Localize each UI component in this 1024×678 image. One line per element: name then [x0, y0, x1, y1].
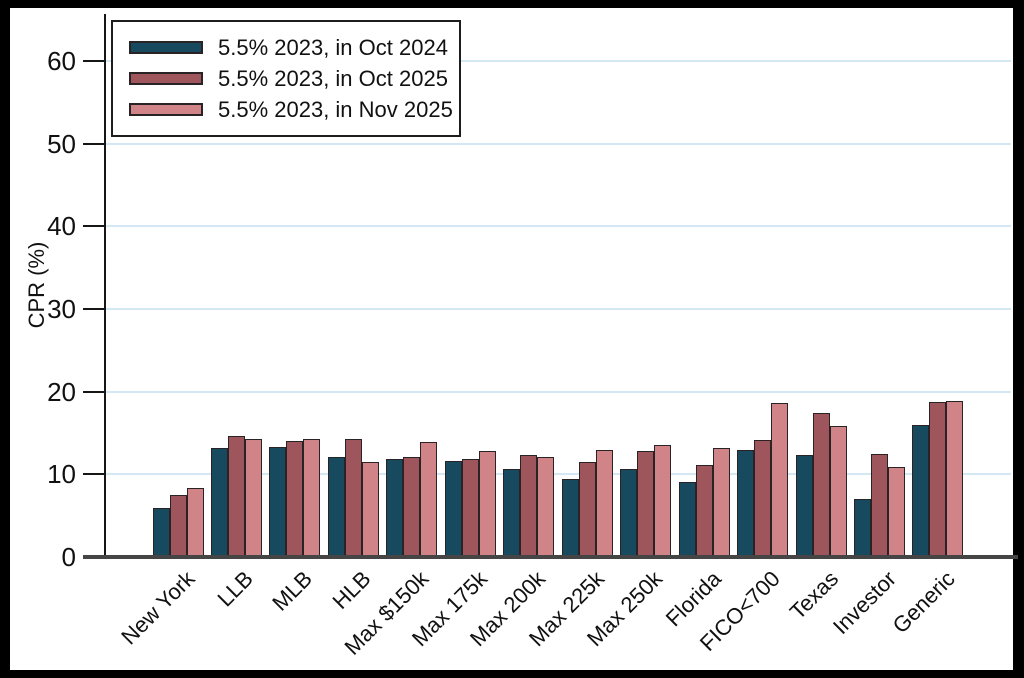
bar-hlb-series1: [327, 456, 345, 557]
bar-texas-series3: [829, 425, 847, 557]
gridline-60: [105, 59, 1011, 62]
chart-panel: CPR (%) 5.5% 2023, in Oct 2024 5.5% 2023…: [10, 8, 1018, 670]
y-tick-label-50: 50: [47, 128, 76, 159]
legend-item-oct-2025: 5.5% 2023, in Oct 2025: [129, 63, 449, 94]
legend-swatch-oct-2024: [129, 41, 203, 54]
y-tick-40: [83, 225, 105, 228]
gridline-50: [105, 142, 1011, 145]
bar-generic-series1: [912, 424, 930, 557]
bar-investor-series3: [888, 466, 906, 557]
bar-fico-700-series1: [737, 450, 755, 557]
bar-llb-series3: [244, 438, 262, 557]
bar-max-200k-series3: [537, 456, 555, 557]
legend-item-oct-2024: 5.5% 2023, in Oct 2024: [129, 32, 449, 63]
y-tick-30: [83, 307, 105, 310]
y-tick-label-20: 20: [47, 376, 76, 407]
x-axis-line: [83, 555, 1018, 559]
y-tick-60: [83, 59, 105, 62]
legend-label-nov-2025: 5.5% 2023, in Nov 2025: [218, 96, 453, 122]
y-tick-label-30: 30: [47, 293, 76, 324]
x-tick-label-mlb: MLB: [266, 566, 317, 616]
legend-label-oct-2024: 5.5% 2023, in Oct 2024: [218, 34, 448, 60]
gridline-20: [105, 390, 1011, 393]
bar-llb-series1: [210, 447, 228, 557]
legend: 5.5% 2023, in Oct 2024 5.5% 2023, in Oct…: [111, 20, 461, 137]
bar-florida-series3: [712, 447, 730, 557]
bar-mlb-series3: [303, 438, 321, 557]
bar-investor-series1: [854, 499, 872, 557]
y-tick-label-0: 0: [61, 542, 76, 572]
bar-generic-series3: [946, 400, 964, 557]
bar-max-175k-series3: [478, 451, 496, 557]
x-tick-label-generic: Generic: [887, 566, 960, 639]
legend-label-oct-2025: 5.5% 2023, in Oct 2025: [218, 65, 448, 91]
bar-new-york-series2: [169, 494, 187, 557]
bar-fico-700-series3: [771, 403, 789, 557]
bar-mlb-series2: [286, 441, 304, 557]
y-tick-label-10: 10: [47, 459, 76, 490]
x-tick-label-hlb: HLB: [327, 566, 376, 614]
bar-max-150k-series3: [420, 442, 438, 557]
plot-area: CPR (%) 5.5% 2023, in Oct 2024 5.5% 2023…: [10, 8, 1018, 670]
bar-llb-series2: [227, 436, 245, 557]
bar-hlb-series3: [361, 461, 379, 557]
bar-generic-series2: [929, 402, 947, 557]
bar-max-250k-series1: [620, 469, 638, 557]
bar-max-150k-series1: [386, 458, 404, 557]
bar-max-200k-series2: [520, 455, 538, 557]
gridline-40: [105, 225, 1011, 228]
legend-swatch-oct-2025: [129, 72, 203, 85]
legend-item-nov-2025: 5.5% 2023, in Nov 2025: [129, 94, 453, 125]
bar-investor-series2: [871, 453, 889, 557]
bar-max-175k-series2: [461, 458, 479, 557]
y-tick-50: [83, 142, 105, 145]
bar-max-175k-series1: [444, 461, 462, 557]
bar-max-225k-series3: [595, 450, 613, 557]
bar-new-york-series1: [152, 508, 170, 557]
legend-swatch-nov-2025: [129, 103, 203, 116]
bar-new-york-series3: [186, 488, 204, 557]
y-tick-label-60: 60: [47, 45, 76, 76]
bar-hlb-series2: [344, 438, 362, 557]
bar-florida-series2: [695, 465, 713, 557]
bar-max-225k-series1: [561, 479, 579, 557]
gridline-30: [105, 307, 1011, 310]
x-tick-label-investor: Investor: [828, 566, 902, 640]
bar-fico-700-series2: [754, 440, 772, 557]
gridline-10: [105, 473, 1011, 476]
x-tick-label-llb: LLB: [212, 566, 259, 612]
y-tick-10: [83, 473, 105, 476]
y-axis-line: [104, 14, 106, 559]
bar-max-250k-series3: [654, 445, 672, 557]
bar-max-150k-series2: [403, 456, 421, 557]
bar-texas-series1: [795, 455, 813, 557]
y-tick-label-40: 40: [47, 211, 76, 242]
bar-max-200k-series1: [503, 469, 521, 557]
bar-florida-series1: [678, 481, 696, 557]
y-tick-20: [83, 390, 105, 393]
x-tick-label-new-york: New York: [116, 566, 200, 650]
bar-mlb-series1: [269, 447, 287, 557]
bar-max-225k-series2: [578, 461, 596, 557]
bar-texas-series2: [812, 413, 830, 557]
bar-max-250k-series2: [637, 451, 655, 557]
